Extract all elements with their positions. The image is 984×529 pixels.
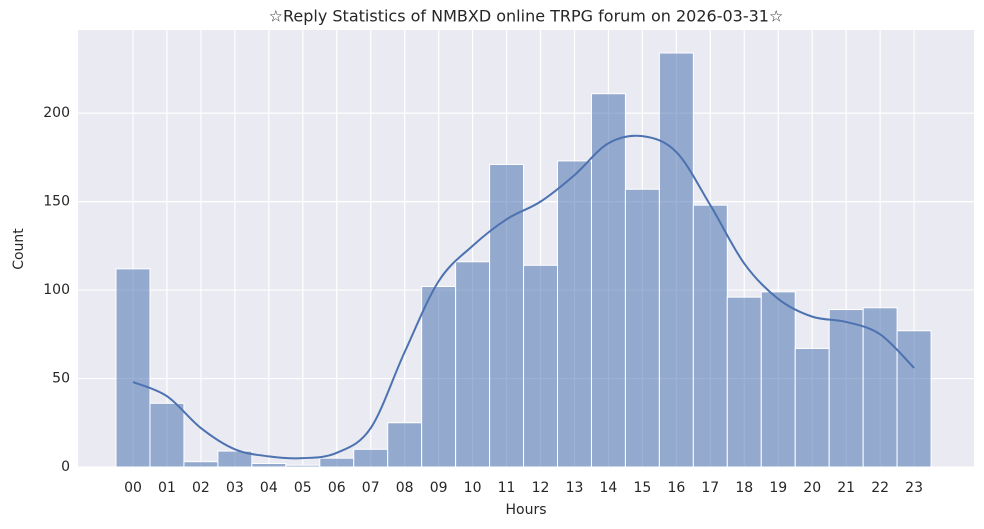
x-tick-label: 10 (464, 480, 482, 496)
x-tick-label: 09 (430, 480, 448, 496)
x-tick-label: 20 (803, 480, 821, 496)
y-tick-label: 200 (43, 105, 70, 121)
bar (319, 457, 355, 468)
x-tick-label: 22 (871, 480, 889, 496)
bar (149, 402, 185, 468)
x-tick-label: 21 (837, 480, 855, 496)
bar (183, 461, 219, 468)
x-tick-label: 17 (701, 480, 719, 496)
x-tick-label: 06 (328, 480, 346, 496)
bar (658, 52, 694, 468)
bar (217, 450, 253, 468)
y-tick-label: 50 (52, 371, 70, 387)
bar (455, 261, 491, 468)
x-tick-label: 05 (294, 480, 312, 496)
bar (590, 93, 626, 468)
bar (251, 462, 287, 468)
x-tick-label: 13 (566, 480, 584, 496)
x-tick-label: 01 (158, 480, 176, 496)
bar (896, 330, 932, 468)
x-tick-label: 12 (532, 480, 550, 496)
x-tick-label: 08 (396, 480, 414, 496)
bar (387, 422, 423, 468)
bar (115, 268, 151, 468)
kde-line (132, 134, 915, 460)
bar (760, 291, 796, 468)
x-tick-label: 23 (905, 480, 923, 496)
x-axis-label: Hours (505, 502, 546, 518)
bar (726, 296, 762, 468)
bar (862, 307, 898, 468)
y-tick-label: 0 (61, 459, 70, 475)
chart-title: ☆Reply Statistics of NMBXD online TRPG f… (269, 7, 784, 26)
bar (828, 309, 864, 468)
bar (353, 448, 389, 468)
bar (421, 286, 457, 468)
x-tick-label: 04 (260, 480, 278, 496)
x-tick-label: 07 (362, 480, 380, 496)
x-tick-label: 00 (124, 480, 142, 496)
x-tick-label: 03 (226, 480, 244, 496)
bar (489, 163, 525, 468)
bar (523, 264, 558, 468)
bar (557, 160, 592, 468)
bar (692, 204, 728, 468)
x-tick-label: 15 (633, 480, 651, 496)
bar (794, 347, 830, 468)
x-tick-label: 02 (192, 480, 210, 496)
bar (285, 464, 321, 468)
y-tick-label: 100 (43, 282, 70, 298)
x-tick-label: 19 (769, 480, 787, 496)
x-tick-label: 11 (498, 480, 516, 496)
x-tick-label: 16 (667, 480, 685, 496)
x-tick-label: 18 (735, 480, 753, 496)
y-axis-label: Count (11, 228, 27, 270)
x-tick-label: 14 (600, 480, 618, 496)
bar (624, 188, 660, 468)
y-tick-label: 150 (43, 194, 70, 210)
